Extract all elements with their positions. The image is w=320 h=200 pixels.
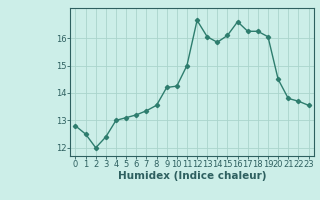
X-axis label: Humidex (Indice chaleur): Humidex (Indice chaleur) xyxy=(118,171,266,181)
